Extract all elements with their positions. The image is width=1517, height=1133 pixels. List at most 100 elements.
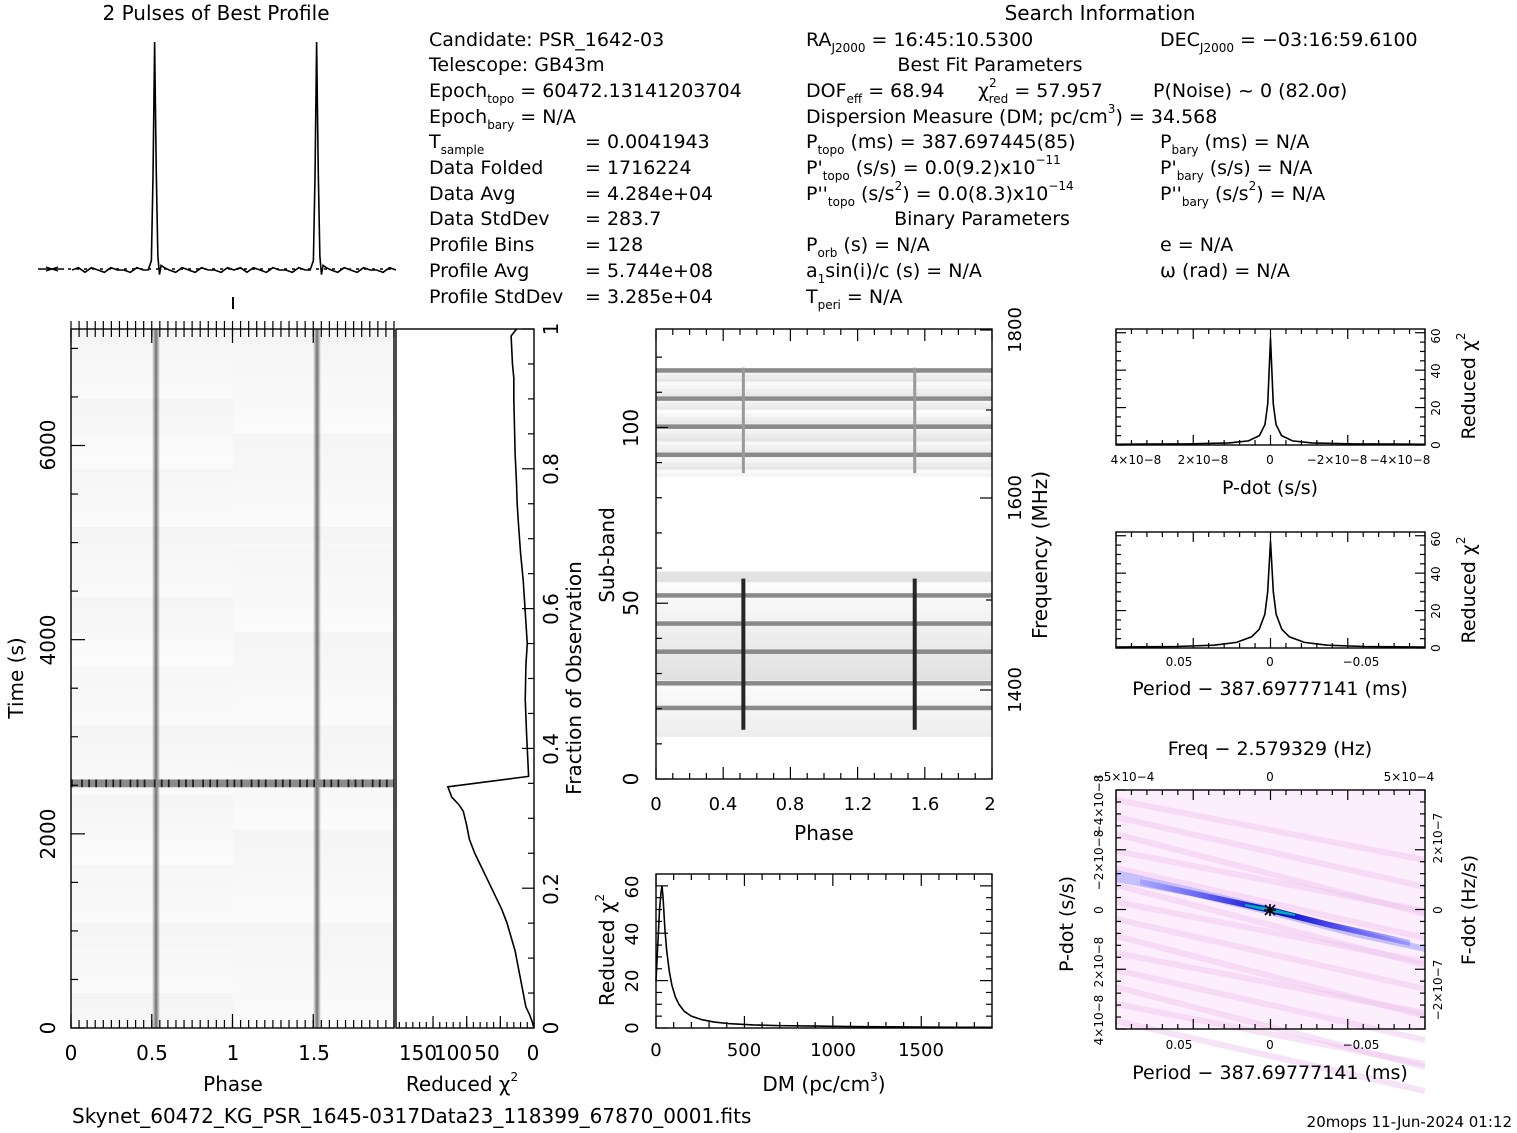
ppdot-axes [1115, 789, 1426, 1030]
ppdot-best-marker [1264, 904, 1276, 916]
info-profile-stddev: Profile StdDev [429, 286, 563, 308]
dm-axes [655, 874, 993, 1029]
sb-row [656, 684, 992, 688]
tp-band-stripe [167, 779, 170, 788]
sb-row [656, 624, 992, 628]
tp-band-stripe [313, 779, 316, 788]
pp-x2tick-0: −5×10−4 [1094, 770, 1155, 784]
dm-ytick-3: 60 [622, 876, 643, 899]
sb-row [656, 388, 992, 393]
sb-pulse-low [741, 578, 746, 730]
pd-xlabel: P-dot (s/s) [1222, 477, 1318, 499]
pe-ytick-2: 40 [1429, 566, 1443, 581]
info-binary-header: Binary Parameters [894, 208, 1070, 230]
tp-band-stripe [378, 779, 381, 788]
sb-row [656, 652, 992, 656]
period-panel: 0.05 0 −0.05 Period − 387.69777141 (ms) … [1115, 531, 1480, 700]
sb-row [656, 459, 992, 463]
info-profile-avg-val: = 5.744e+08 [585, 260, 713, 282]
tp-band-stripe [192, 779, 194, 788]
tp-band-stripe [119, 779, 122, 788]
dm-line [655, 885, 992, 1029]
sb-row [656, 613, 992, 618]
info-epoch-bary: Epochbary = N/A [429, 106, 576, 132]
pd-ytick-2: 40 [1429, 363, 1443, 378]
tp-band-stripe [81, 779, 83, 788]
dm-xtick-0: 0 [650, 1040, 661, 1061]
sb-row [656, 596, 992, 600]
tp-xtick-1: 0.5 [136, 1041, 168, 1065]
info-data-stddev-val: = 283.7 [585, 208, 661, 230]
info-tperi: Tperi = N/A [805, 286, 903, 312]
info-omega: ω (rad) = N/A [1160, 260, 1290, 282]
info-telescope: Telescope: GB43m [428, 54, 605, 76]
sb-row [656, 677, 992, 681]
sb-channel-line [656, 649, 992, 654]
fraction-panel: 150 100 50 0 Reduced χ2 0 0.2 0.4 0.6 0.… [395, 323, 586, 1096]
pp-ylabel: P-dot (s/s) [1056, 876, 1078, 972]
sb-row [656, 641, 992, 646]
tp-band-stripe [274, 779, 277, 788]
sb-y2tick-2: 1800 [1005, 307, 1026, 353]
sb-row [656, 427, 992, 431]
sb-row [656, 603, 992, 607]
sb-row [656, 402, 992, 407]
pd-xtick-2: 0 [1266, 453, 1274, 467]
sb-row [656, 385, 992, 389]
sb-row [656, 666, 992, 671]
info-data-stddev: Data StdDev [429, 208, 550, 230]
fraction-axes [398, 328, 535, 1029]
tp-band-stripe [216, 779, 219, 788]
sb-row [656, 582, 992, 586]
fr-ytick-2: 0.4 [539, 733, 563, 765]
tp-band-stripe [289, 779, 291, 788]
tp-band-stripe [250, 779, 253, 788]
dm-xtick-3: 1500 [898, 1040, 944, 1061]
tp-xtick-0: 0 [65, 1041, 78, 1065]
tp-band-stripe [160, 779, 163, 788]
sb-row [656, 729, 992, 734]
tp-band-stripe [129, 779, 132, 788]
sb-xtick-1: 0.4 [709, 794, 738, 815]
tp-band-stripe [105, 779, 108, 788]
pp-streak [1115, 899, 1426, 965]
sb-xtick-5: 2 [984, 794, 995, 815]
tp-axes [70, 321, 395, 1029]
tp-band-stripe [240, 779, 243, 788]
info-porb: Porb (s) = N/A [806, 234, 930, 260]
profile-line [71, 41, 397, 275]
sb-row [656, 655, 992, 660]
pp-xtick-2: −0.05 [1343, 1038, 1380, 1052]
info-data-folded: Data Folded [429, 157, 543, 179]
pdot-panel: 4×10−8 2×10−8 0 −2×10−8 −4×10−8 P-dot (s… [1111, 328, 1480, 499]
sb-pulse-high [913, 367, 917, 474]
sb-row [656, 469, 992, 474]
pp-streak [1115, 1018, 1426, 1094]
info-dof: DOFeff = 68.94 [806, 80, 945, 106]
sb-channel-line [656, 593, 992, 598]
sb-row [656, 430, 992, 435]
sb-row [656, 617, 992, 621]
tp-band-stripe [281, 779, 284, 788]
tp-band-stripe [330, 779, 333, 788]
pd-xtick-1: 2×10−8 [1178, 453, 1229, 467]
sb-ytick-2: 100 [619, 409, 643, 447]
pdot-line [1115, 338, 1426, 446]
pd-ytick-0: 0 [1429, 441, 1443, 449]
dm-curve [655, 885, 992, 1029]
sb-row [656, 701, 992, 706]
info-t-sample-val: = 0.0041943 [585, 131, 710, 153]
tp-band-stripe [337, 779, 340, 788]
tp-xlabel: Phase [203, 1072, 263, 1096]
info-dm: Dispersion Measure (DM; pc/cm3) = 34.568 [806, 102, 1217, 128]
tp-xtick-2: 1 [227, 1041, 240, 1065]
pp-x2tick-1: 0 [1266, 770, 1274, 784]
dm-xtick-1: 500 [727, 1040, 761, 1061]
pp-title: Freq − 2.579329 (Hz) [1168, 738, 1372, 760]
info-chi2red: χ2 red = 57.957 [978, 76, 1103, 106]
pe-ylabel: Reduced χ2 [1454, 537, 1480, 644]
sb-row [656, 662, 992, 667]
pp-xlabel: Period − 387.69777141 (ms) [1132, 1062, 1408, 1084]
sb-row [656, 627, 992, 632]
dm-ylabel: Reduced χ2 [593, 894, 619, 1006]
